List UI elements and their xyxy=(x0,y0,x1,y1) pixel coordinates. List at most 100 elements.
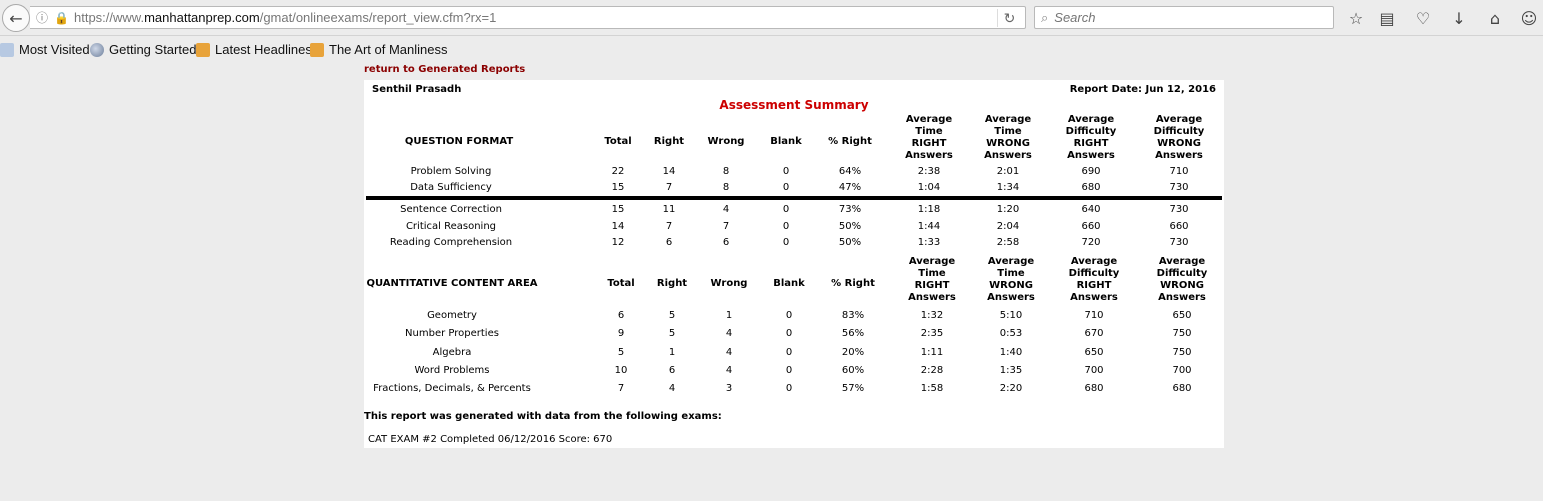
content_table-cell: 56% xyxy=(841,328,865,340)
format_table-cell: 710 xyxy=(1169,166,1189,177)
content_table-cell: 650 xyxy=(1172,310,1192,321)
bookmark-art-of-manliness[interactable]: The Art of Manliness xyxy=(310,42,448,57)
format_table-cell: 730 xyxy=(1169,182,1189,193)
student-name: Senthil Prasadh xyxy=(372,84,462,95)
content_table-row-label: Number Properties xyxy=(405,328,499,340)
url-text[interactable]: https://www.manhattanprep.com/gmat/onlin… xyxy=(74,10,496,25)
content_table-cell: 680 xyxy=(1172,383,1192,395)
content_table-cell: 0 xyxy=(785,310,793,321)
format_table-cell: 680 xyxy=(1081,182,1101,193)
format_table-cell: 14 xyxy=(662,166,676,177)
content_table-column-header: Total xyxy=(607,278,635,289)
format_table-cell: 0 xyxy=(782,220,790,232)
content_table-cell: 750 xyxy=(1172,346,1192,358)
format_table-cell: 730 xyxy=(1169,204,1189,215)
format_table-column-header: % Right xyxy=(828,136,872,147)
exam-entry: CAT EXAM #2 Completed 06/12/2016 Score: … xyxy=(368,434,613,445)
bookmark-most-visited[interactable]: Most Visited xyxy=(0,42,90,57)
bookmark-label: Latest Headlines xyxy=(215,42,312,57)
format_table-cell: 8 xyxy=(722,182,730,193)
format_table-cell: 7 xyxy=(665,182,673,193)
url-domain: manhattanprep.com xyxy=(144,10,260,25)
content_table-cell: 1 xyxy=(725,310,733,321)
format_table-cell: 7 xyxy=(665,220,673,232)
content_table-cell: 60% xyxy=(841,364,865,376)
format_table-cell: 11 xyxy=(662,204,676,215)
report-panel: Senthil Prasadh Report Date: Jun 12, 201… xyxy=(364,80,1224,448)
content_table-cell: 1:35 xyxy=(999,364,1023,376)
pocket-icon[interactable]: ♡ xyxy=(1415,8,1431,28)
format_table-cell: 8 xyxy=(722,166,730,177)
format_table-cell: 47% xyxy=(838,182,862,193)
content_table-column-header: Average Time WRONG Answers xyxy=(987,256,1035,303)
search-icon: ⌕ xyxy=(1041,9,1049,25)
format_table-cell: 0 xyxy=(782,237,790,248)
format_table-cell: 64% xyxy=(838,166,862,177)
format_table-cell: 0 xyxy=(782,166,790,177)
report-date: Report Date: Jun 12, 2016 xyxy=(1069,84,1216,95)
format_table-row-label: Problem Solving xyxy=(410,166,492,177)
format_table-cell: 690 xyxy=(1081,166,1101,177)
reload-icon[interactable]: ↻ xyxy=(997,9,1021,27)
format_table-cell: 1:04 xyxy=(917,182,941,193)
format_table-cell: 2:38 xyxy=(917,166,941,177)
reading-list-icon[interactable]: ▤ xyxy=(1379,8,1395,28)
format_table-row-label: Sentence Correction xyxy=(400,204,502,215)
content_table-cell: 2:28 xyxy=(920,364,944,376)
home-icon[interactable]: ⌂ xyxy=(1489,8,1501,28)
format_table-row-label: Critical Reasoning xyxy=(405,220,497,232)
content_table-category-header: QUANTITATIVE CONTENT AREA xyxy=(366,278,538,289)
star-bookmark-icon[interactable]: ☆ xyxy=(1348,8,1364,28)
format_table-column-header: Average Difficulty RIGHT Answers xyxy=(1065,114,1117,161)
emoji-icon[interactable]: ☺ xyxy=(1520,8,1538,28)
content_table-cell: 4 xyxy=(668,383,676,395)
return-to-reports-link[interactable]: return to Generated Reports xyxy=(364,64,526,75)
format_table-cell: 2:58 xyxy=(996,237,1020,248)
format_table-cell: 1:44 xyxy=(917,220,941,232)
format_table-row-label: Reading Comprehension xyxy=(389,237,513,248)
format_table-cell: 0 xyxy=(782,204,790,215)
format_table-cell: 14 xyxy=(611,220,625,232)
search-input[interactable] xyxy=(1054,10,1305,25)
format_table-cell: 22 xyxy=(611,166,625,177)
info-icon[interactable]: ⓘ xyxy=(36,11,49,25)
back-button[interactable]: ← xyxy=(2,4,30,32)
format_table-column-header: Right xyxy=(653,136,685,147)
arrow-left-icon: ← xyxy=(9,8,23,28)
bookmark-latest-headlines[interactable]: Latest Headlines xyxy=(196,42,312,57)
format_table-cell: 1:34 xyxy=(996,182,1020,193)
search-bar[interactable]: ⌕ xyxy=(1034,6,1334,29)
content_table-row-label: Word Problems xyxy=(414,364,490,376)
download-icon[interactable]: ↓ xyxy=(1452,8,1466,28)
url-prefix: https://www. xyxy=(74,10,145,25)
content_table-cell: 6 xyxy=(617,310,625,321)
content_table-row-label: Fractions, Decimals, & Percents xyxy=(373,383,531,395)
page-title: Assessment Summary xyxy=(719,98,869,112)
url-bar[interactable]: ⓘ 🔒 https://www.manhattanprep.com/gmat/o… xyxy=(30,6,1026,29)
content_table-cell: 5 xyxy=(617,346,625,358)
navigation-bar: ← ⓘ 🔒 https://www.manhattanprep.com/gmat… xyxy=(0,0,1543,36)
content_table-cell: 20% xyxy=(841,346,865,358)
lock-icon: 🔒 xyxy=(54,10,69,25)
content_table-cell: 10 xyxy=(614,364,628,376)
content_table-cell: 7 xyxy=(617,383,625,395)
format_table-cell: 0 xyxy=(782,182,790,193)
format_table-column-header: Total xyxy=(604,136,632,147)
bookmark-getting-started[interactable]: Getting Started xyxy=(90,42,196,57)
url-path: /gmat/onlineexams/report_view.cfm?rx=1 xyxy=(259,10,497,25)
format_table-cell: 15 xyxy=(611,204,625,215)
content_table-cell: 4 xyxy=(725,328,733,340)
format_table-cell: 1:20 xyxy=(996,204,1020,215)
format_table-cell: 2:01 xyxy=(996,166,1020,177)
content_table-cell: 2:35 xyxy=(920,328,944,340)
format_table-row-label: Data Sufficiency xyxy=(410,182,492,193)
content_table-cell: 5:10 xyxy=(999,310,1023,321)
content_table-column-header: % Right xyxy=(831,278,875,289)
content_table-cell: 0:53 xyxy=(999,328,1023,340)
format_table-column-header: Average Time WRONG Answers xyxy=(984,114,1032,161)
format_table-cell: 12 xyxy=(611,237,625,248)
globe-icon xyxy=(90,42,104,57)
content_table-row-label: Geometry xyxy=(427,310,477,321)
folder-icon xyxy=(0,42,14,57)
format_table-column-header: Wrong xyxy=(707,136,745,147)
